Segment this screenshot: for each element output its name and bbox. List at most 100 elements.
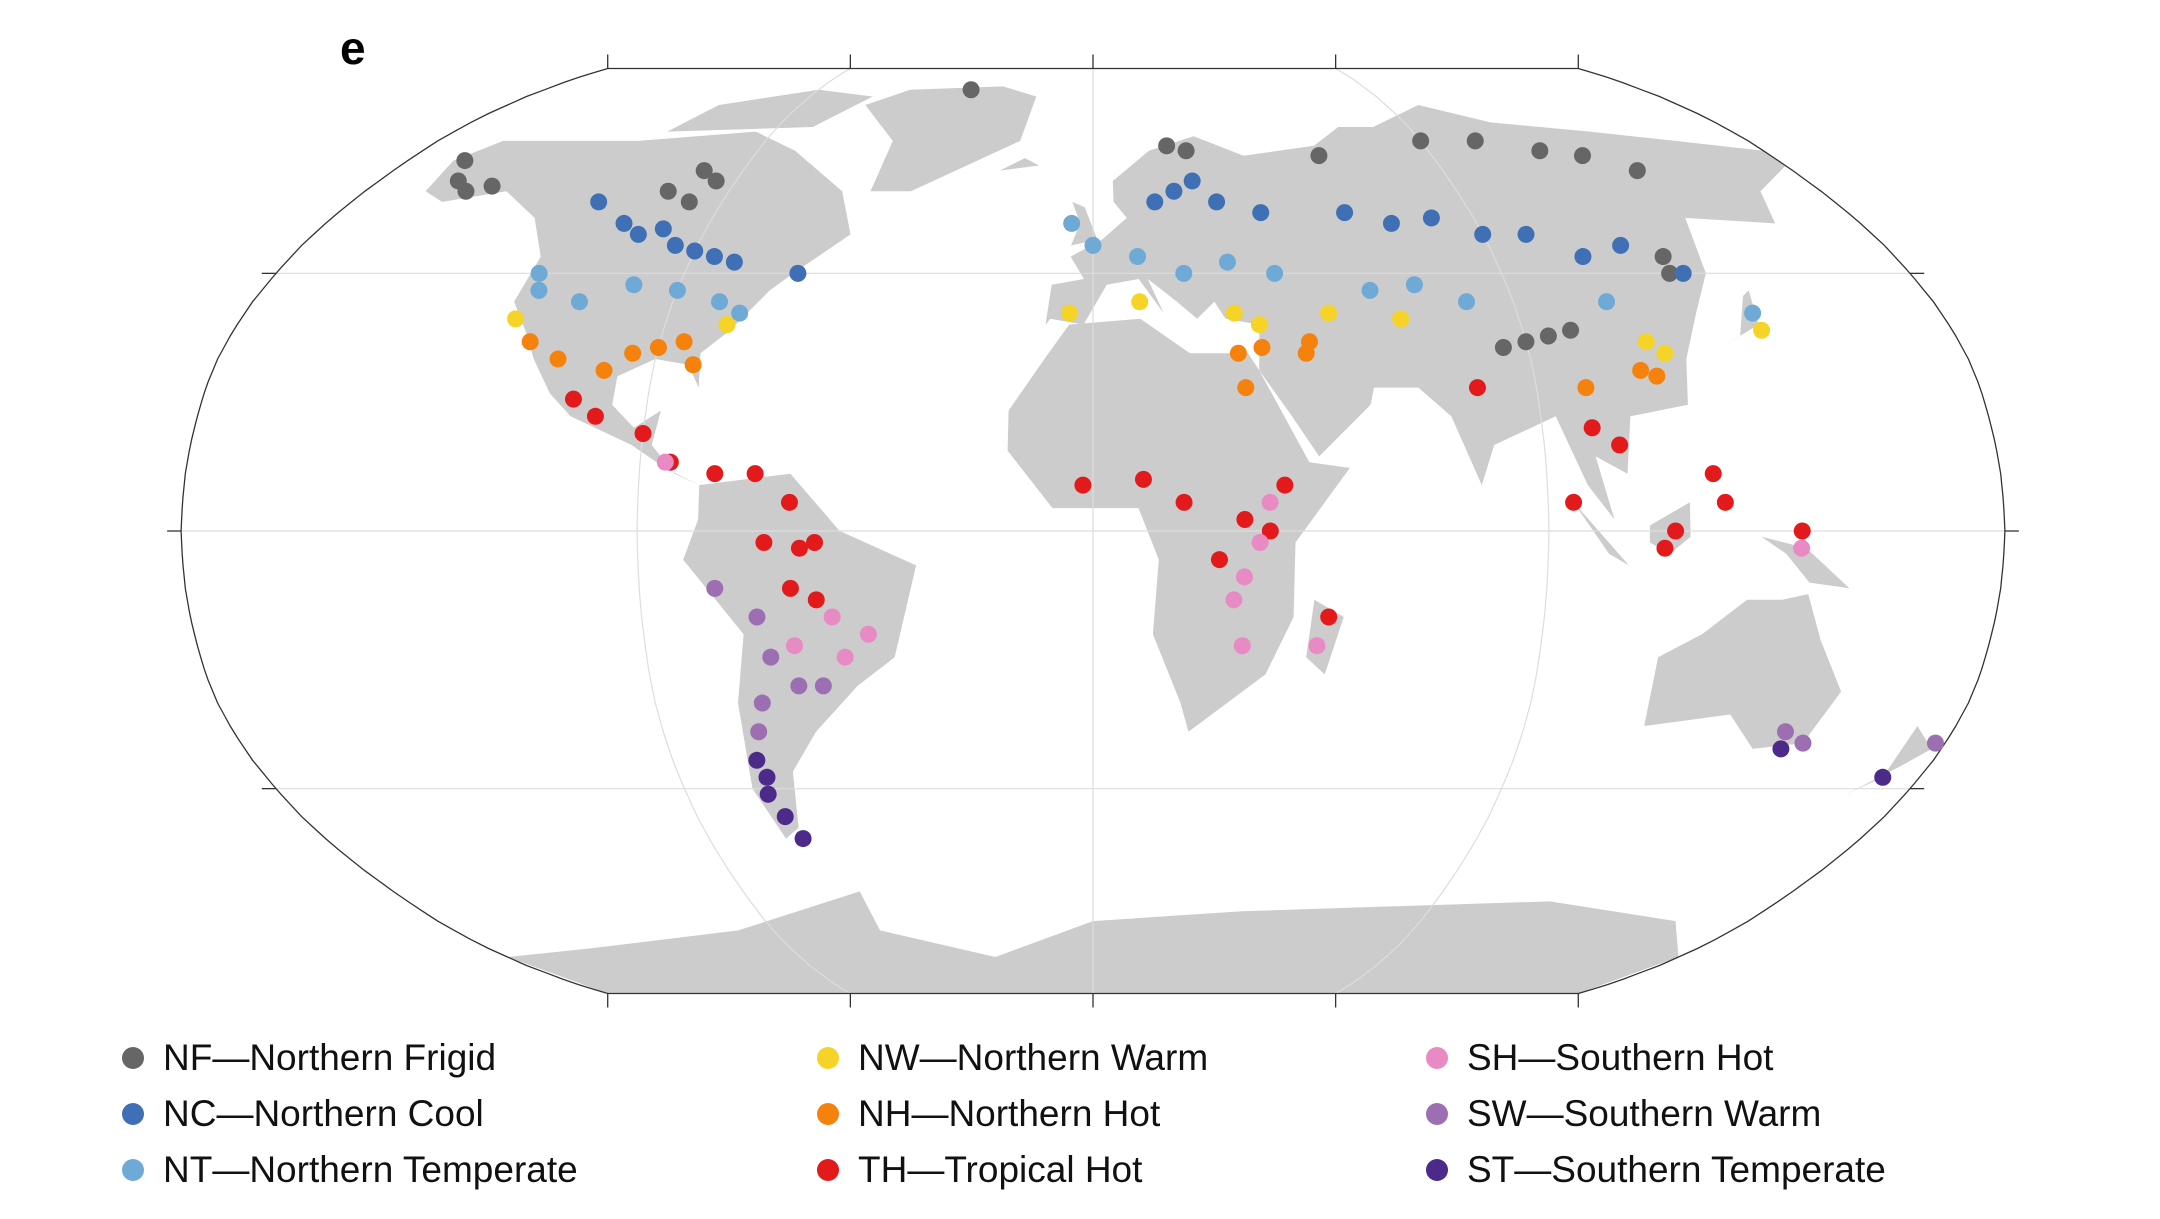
site-point — [1531, 142, 1549, 160]
site-point — [1175, 493, 1193, 511]
site-point — [746, 465, 764, 483]
site-point — [1656, 539, 1674, 557]
site-point — [1382, 214, 1400, 232]
site-point — [718, 316, 736, 334]
site-point — [1412, 132, 1430, 150]
site-point — [725, 253, 743, 271]
site-point — [1251, 533, 1269, 551]
site-point — [1648, 367, 1666, 385]
site-point — [1261, 522, 1279, 540]
legend-marker — [817, 1159, 839, 1181]
site-point — [790, 539, 808, 557]
legend-marker — [122, 1103, 144, 1125]
site-point — [1466, 132, 1484, 150]
site-point — [1632, 361, 1650, 379]
site-point — [1656, 344, 1674, 362]
site-point — [1577, 379, 1595, 397]
site-point — [711, 293, 729, 311]
site-point — [1611, 436, 1629, 454]
legend-marker — [1426, 1103, 1448, 1125]
legend-marker — [122, 1159, 144, 1181]
site-point — [1320, 304, 1338, 322]
site-point — [1236, 511, 1254, 529]
site-point — [1218, 253, 1236, 271]
legend-label: SH—Southern Hot — [1467, 1037, 1774, 1078]
site-point — [1266, 264, 1284, 282]
panel-label: e — [340, 22, 366, 74]
site-point — [1667, 522, 1685, 540]
site-point — [785, 637, 803, 655]
site-point — [1794, 734, 1812, 752]
site-point — [1753, 321, 1771, 339]
site-point — [1131, 293, 1149, 311]
site-point — [595, 361, 613, 379]
site-point — [521, 333, 539, 351]
site-point — [1158, 137, 1176, 155]
site-point — [1628, 162, 1646, 180]
site-point — [807, 591, 825, 609]
site-point — [758, 768, 776, 786]
site-point — [1874, 768, 1892, 786]
site-point — [1654, 248, 1672, 266]
landmass — [1573, 502, 1629, 566]
landmass — [1045, 105, 1786, 520]
graticule — [167, 54, 2019, 1008]
site-point — [649, 338, 667, 356]
site-point — [780, 493, 798, 511]
site-point — [1539, 327, 1557, 345]
legend: NF—Northern Frigid NC—Northern Cool NT—Nor… — [122, 1037, 1886, 1190]
site-point — [859, 625, 877, 643]
legend-label: NC—Northern Cool — [163, 1093, 484, 1134]
site-point — [1177, 142, 1195, 160]
site-point — [753, 694, 771, 712]
landmass — [1846, 726, 1932, 795]
site-point — [684, 356, 702, 374]
site-point — [1776, 723, 1794, 741]
site-point — [666, 236, 684, 254]
site-point — [686, 242, 704, 260]
legend-label: SW—Southern Warm — [1467, 1093, 1821, 1134]
site-point — [1225, 304, 1243, 322]
site-point — [1583, 419, 1601, 437]
site-point — [1574, 248, 1592, 266]
landmass — [999, 158, 1040, 171]
site-point — [590, 193, 608, 211]
site-point — [1308, 637, 1326, 655]
legend-label: NT—Northern Temperate — [163, 1149, 578, 1190]
site-point — [1744, 304, 1762, 322]
site-point — [705, 248, 723, 266]
site-point — [1297, 344, 1315, 362]
site-point — [806, 533, 824, 551]
site-point — [1661, 264, 1679, 282]
site-point — [675, 333, 693, 351]
site-point — [1261, 493, 1279, 511]
site-point — [1063, 214, 1081, 232]
site-point — [1565, 493, 1583, 511]
legend-marker — [817, 1103, 839, 1125]
site-point — [507, 310, 525, 328]
site-point — [1175, 264, 1193, 282]
site-point — [706, 465, 724, 483]
landmass — [1644, 594, 1842, 749]
site-point — [457, 182, 475, 200]
site-point — [530, 264, 548, 282]
site-point — [731, 304, 749, 322]
site-point — [759, 785, 777, 803]
site-point — [1129, 248, 1147, 266]
site-point — [1134, 470, 1152, 488]
site-point — [570, 293, 588, 311]
site-point — [1494, 338, 1512, 356]
site-point — [762, 648, 780, 666]
site-point — [748, 751, 766, 769]
landmass — [1071, 201, 1098, 246]
site-point — [656, 453, 674, 471]
site-point — [1225, 591, 1243, 609]
site-point — [1229, 344, 1247, 362]
site-point — [1793, 522, 1811, 540]
site-point — [1716, 493, 1734, 511]
site-point — [1250, 316, 1268, 334]
site-point — [1233, 637, 1251, 655]
site-point — [1183, 172, 1201, 190]
site-point — [1310, 147, 1328, 165]
